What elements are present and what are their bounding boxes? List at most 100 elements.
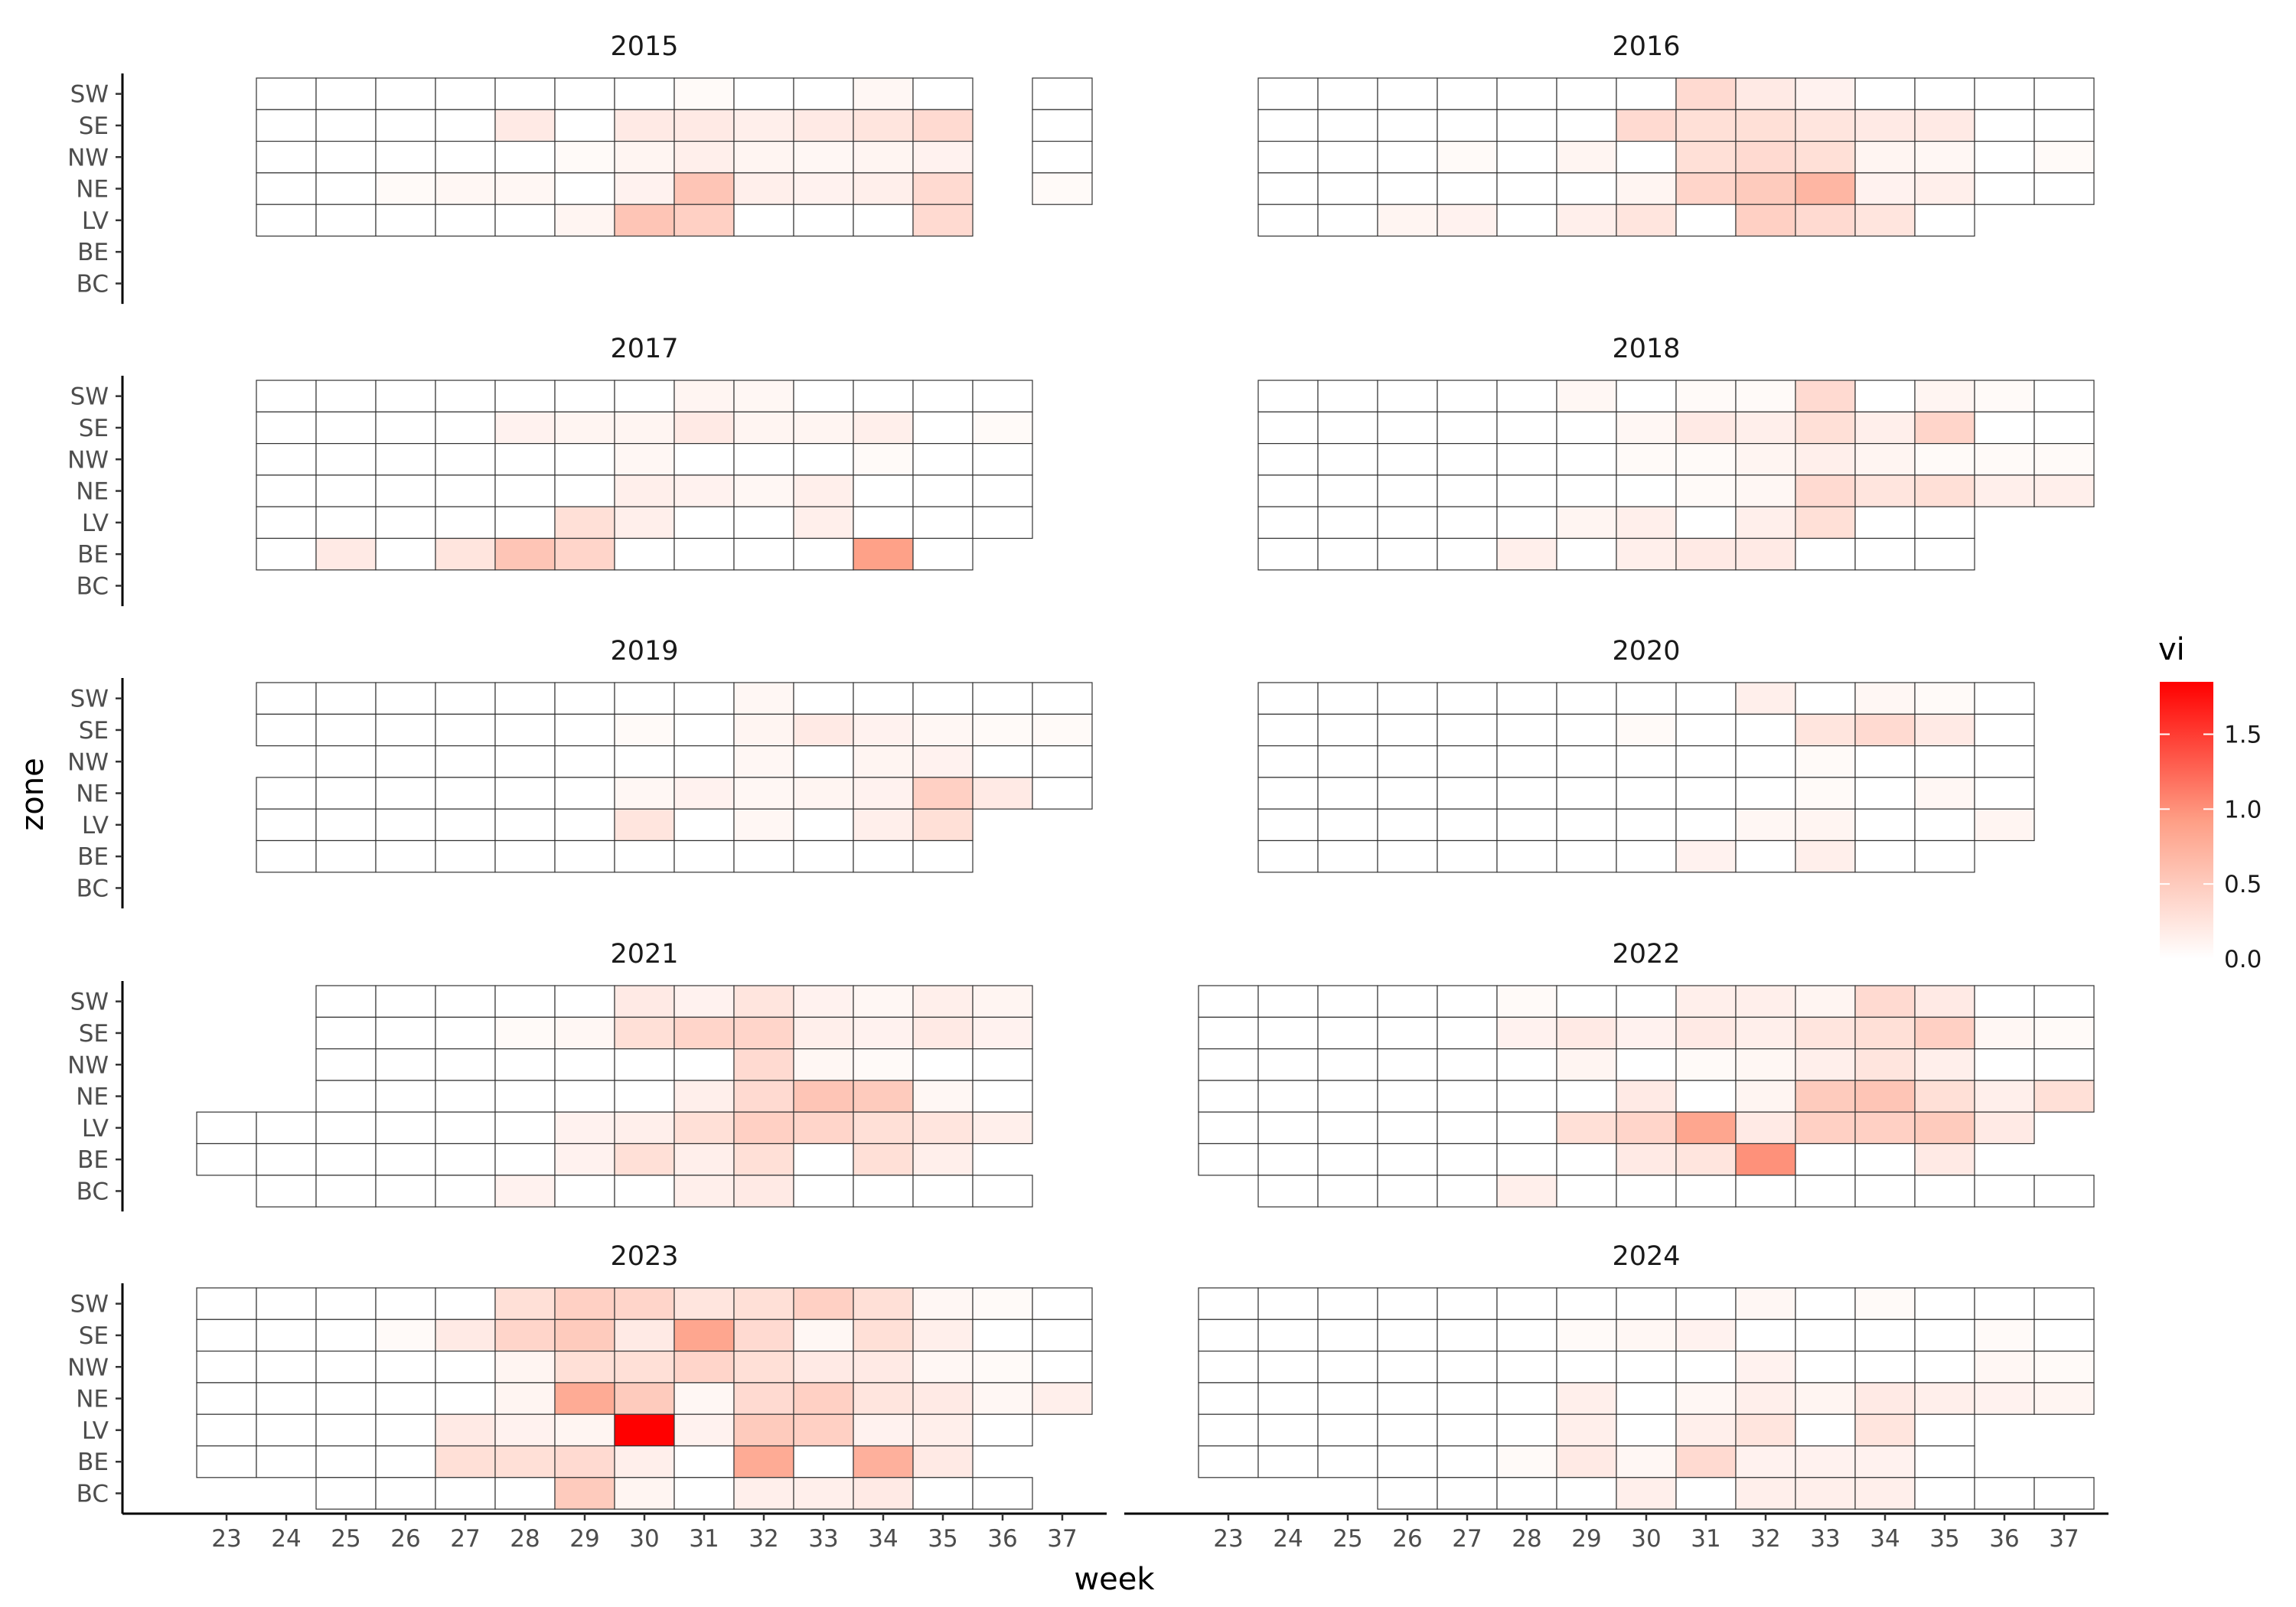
heatmap-cell [614,1287,675,1320]
heatmap-cell [435,141,496,174]
heatmap-cell [1377,109,1438,142]
heatmap-cell [256,1111,317,1145]
heatmap-cell [1437,1350,1498,1384]
y-tick-label: NE [76,1084,109,1111]
heatmap-cell [1317,839,1378,873]
heatmap-cell [853,1175,914,1208]
heatmap-cell [1257,1413,1319,1447]
heatmap-cell [1735,1080,1796,1113]
heatmap-cell [1317,380,1378,412]
heatmap-cell [912,777,974,810]
heatmap-cell [1437,777,1498,810]
heatmap-cell [1675,1143,1737,1176]
heatmap-cell [375,537,436,571]
heatmap-cell [1556,1477,1617,1510]
heatmap-cell [256,474,317,507]
heatmap-cell [554,808,615,842]
heatmap-cell [853,1016,914,1050]
heatmap-cell [375,808,436,842]
heatmap-cell [256,442,317,476]
heatmap-cell [435,380,496,412]
heatmap-cell [435,1143,496,1176]
y-tick-label: SW [70,383,109,411]
heatmap-cell [972,777,1033,810]
heatmap-cell [196,1143,257,1176]
heatmap-cell [673,141,735,174]
heatmap-cell [1675,745,1737,778]
heatmap-cell [494,77,556,110]
heatmap-cell [256,1319,317,1352]
heatmap-cell [435,682,496,715]
heatmap-cell [315,1016,377,1050]
heatmap-cell [1556,380,1617,412]
heatmap-cell [1974,1016,2035,1050]
x-tick-label: 23 [1213,1525,1243,1553]
heatmap-cell [673,411,735,445]
heatmap-cell [1556,77,1617,110]
heatmap-cell [1795,1413,1856,1447]
heatmap-cell [1257,442,1319,476]
heatmap-cell [673,537,735,571]
heatmap-cell [1616,985,1677,1018]
heatmap-cell [1914,1413,1975,1447]
heatmap-cell [1317,1080,1378,1113]
heatmap-cell [1616,442,1677,476]
heatmap-cell [1496,442,1557,476]
heatmap-cell [912,204,974,237]
heatmap-cell [1556,442,1617,476]
heatmap-cell [972,1319,1033,1352]
x-tick-label: 25 [1332,1525,1362,1553]
heatmap-cell [1914,985,1975,1018]
heatmap-cell [793,713,854,747]
heatmap-cell [554,141,615,174]
heatmap-cell [1198,1016,1259,1050]
heatmap-cell [1198,1048,1259,1081]
heatmap-cell [733,172,794,205]
heatmap-cell [1317,474,1378,507]
heatmap-cell [1974,1350,2035,1384]
heatmap-cell [494,380,556,412]
heatmap-cell [1198,1080,1259,1113]
heatmap-cell [1437,682,1498,715]
heatmap-cell [1496,1350,1557,1384]
x-tick-label: 28 [510,1525,540,1553]
heatmap-cell [554,77,615,110]
heatmap-cell [1914,682,1975,715]
heatmap-cell [315,1319,377,1352]
heatmap-cell [2033,1175,2095,1208]
heatmap-cell [853,1048,914,1081]
heatmap-cell [1974,411,2035,445]
heatmap-cell [1735,1143,1796,1176]
heatmap-cell [1854,474,1916,507]
heatmap-cell [972,1350,1033,1384]
heatmap-cell [1735,1319,1796,1352]
heatmap-cell [1854,141,1916,174]
heatmap-cell [256,537,317,571]
heatmap-cell [1377,474,1438,507]
heatmap-cell [1317,411,1378,445]
panel-title: 2021 [610,939,678,970]
heatmap-cell [1556,1287,1617,1320]
heatmap-cell [1914,1350,1975,1384]
heatmap-cell [972,1048,1033,1081]
heatmap-cell [853,442,914,476]
heatmap-cell [1914,777,1975,810]
heatmap-cell [912,1175,974,1208]
heatmap-cell [1496,506,1557,539]
heatmap-cell [554,442,615,476]
heatmap-cell [1974,1080,2035,1113]
heatmap-cell [1496,1477,1557,1510]
heatmap-cell [1317,713,1378,747]
heatmap-cell [1974,109,2035,142]
x-tick-label: 33 [808,1525,838,1553]
heatmap-cell [1675,1048,1737,1081]
heatmap-cell [853,474,914,507]
heatmap-cell [1735,442,1796,476]
heatmap-cell [1437,745,1498,778]
heatmap-cell [256,411,317,445]
legend-tick-label: 1.0 [2224,796,2262,823]
panel-title: 2015 [610,31,678,62]
heatmap-cell [673,1287,735,1320]
heatmap-cell [1735,1413,1796,1447]
heatmap-cell [793,1111,854,1145]
